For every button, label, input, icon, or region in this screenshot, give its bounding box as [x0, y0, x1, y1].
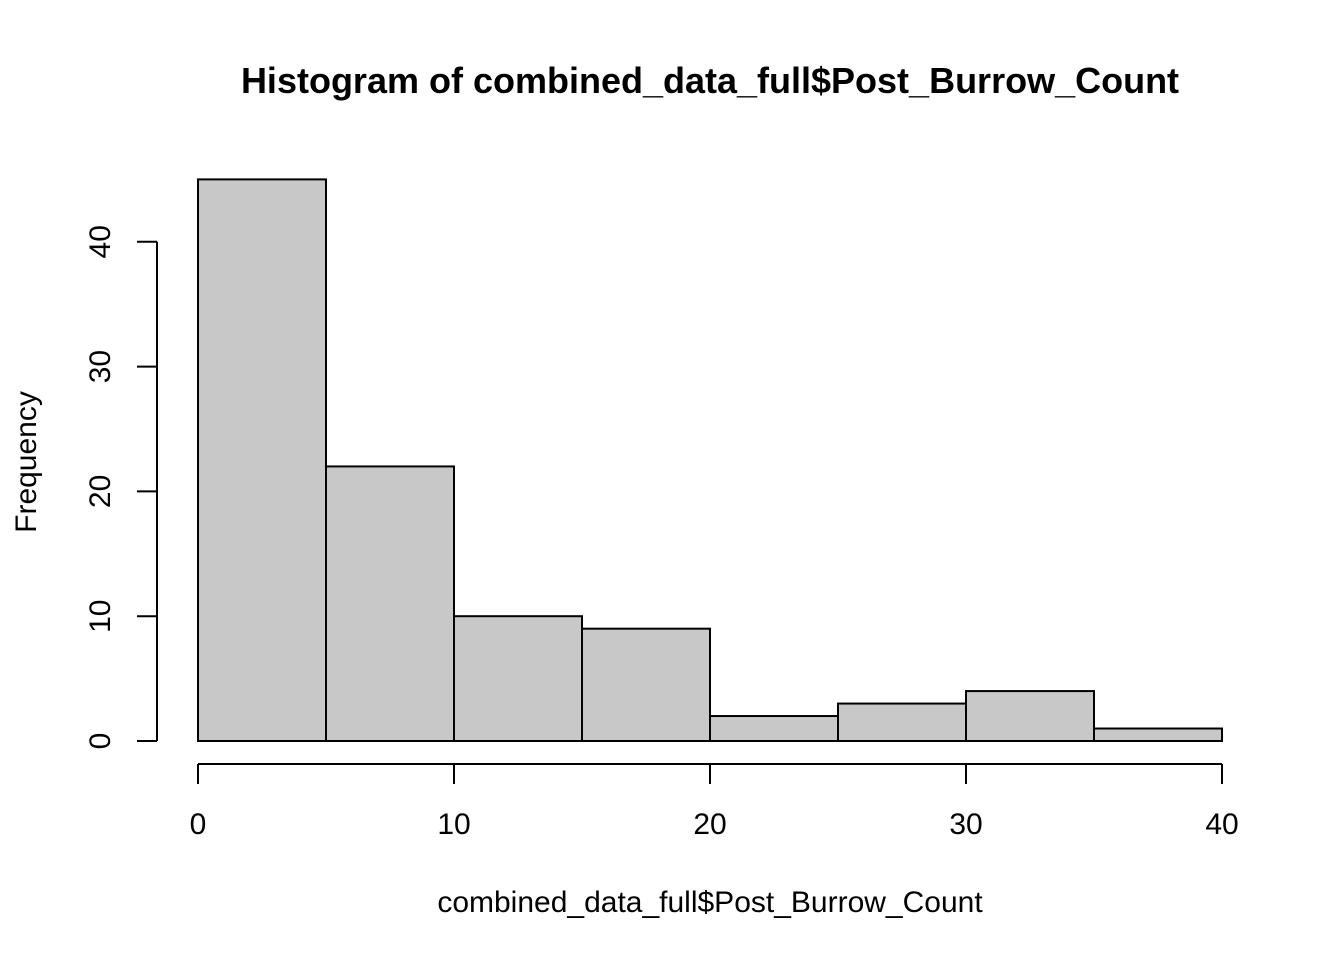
y-tick-label: 30 — [84, 350, 117, 383]
y-tick-label: 0 — [84, 733, 117, 750]
histogram-bar-2 — [453, 615, 583, 743]
histogram-bar-0 — [197, 178, 327, 742]
x-tick-label: 40 — [1205, 808, 1238, 841]
histogram-bar-3 — [581, 627, 711, 742]
bars-group — [197, 178, 1223, 743]
y-axis: 0 10 20 30 40 — [84, 225, 158, 750]
histogram-bar-6 — [965, 690, 1095, 743]
histogram-bar-7 — [1093, 727, 1223, 743]
x-axis: 0 10 20 30 40 — [190, 763, 1239, 841]
y-axis-label: Frequency — [10, 391, 43, 533]
histogram-bar-1 — [325, 465, 455, 742]
x-tick-label: 20 — [693, 808, 726, 841]
histogram-bar-4 — [709, 715, 839, 742]
chart-title: Histogram of combined_data_full$Post_Bur… — [241, 60, 1179, 101]
y-tick-label: 20 — [84, 475, 117, 508]
y-tick-label: 40 — [84, 225, 117, 258]
x-tick-label: 0 — [190, 808, 207, 841]
x-tick-label: 30 — [949, 808, 982, 841]
y-tick-label: 10 — [84, 600, 117, 633]
x-axis-label: combined_data_full$Post_Burrow_Count — [437, 886, 983, 919]
histogram-bar-5 — [837, 702, 967, 742]
x-tick-label: 10 — [437, 808, 470, 841]
